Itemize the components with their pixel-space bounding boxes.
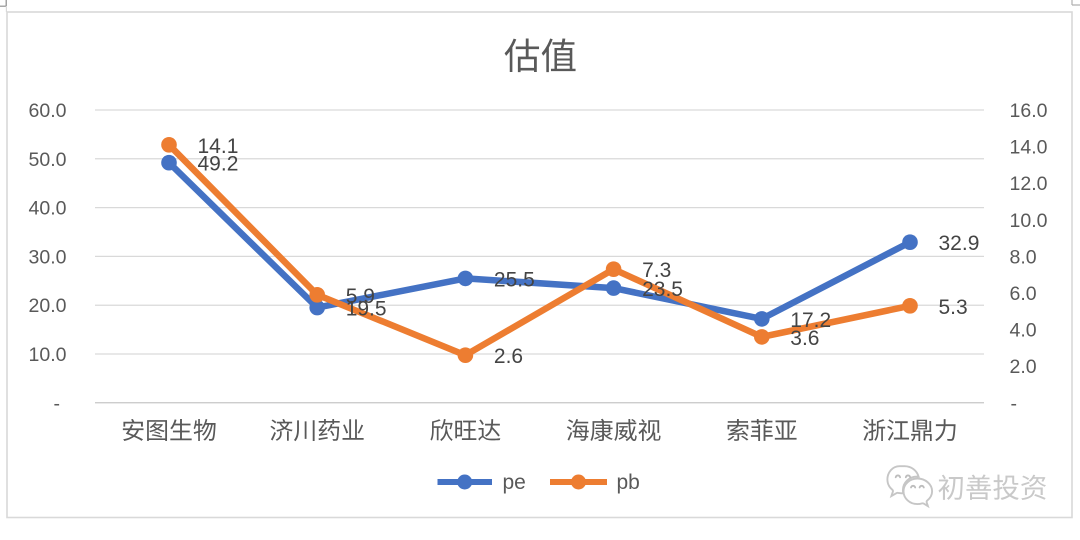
svg-text:2.6: 2.6 [494, 345, 523, 368]
svg-text:pb: pb [617, 471, 640, 494]
svg-text:30.0: 30.0 [29, 246, 67, 268]
svg-text:49.2: 49.2 [198, 153, 239, 176]
svg-text:5.9: 5.9 [346, 285, 375, 308]
svg-text:pe: pe [503, 471, 526, 494]
svg-text:6.0: 6.0 [1010, 283, 1037, 305]
svg-text:-: - [54, 393, 61, 415]
svg-text:50.0: 50.0 [29, 149, 67, 171]
svg-text:25.5: 25.5 [494, 268, 535, 291]
svg-text:20.0: 20.0 [29, 295, 67, 317]
svg-text:7.3: 7.3 [642, 259, 671, 282]
svg-text:5.3: 5.3 [939, 296, 968, 319]
svg-text:40.0: 40.0 [29, 198, 67, 220]
svg-text:16.0: 16.0 [1010, 100, 1048, 122]
svg-text:-: - [1011, 393, 1018, 415]
svg-text:14.1: 14.1 [198, 135, 239, 158]
svg-text:12.0: 12.0 [1010, 173, 1048, 195]
svg-text:4.0: 4.0 [1010, 320, 1037, 342]
svg-text:23.5: 23.5 [642, 278, 683, 301]
svg-text:10.0: 10.0 [29, 344, 67, 366]
svg-text:2.0: 2.0 [1010, 356, 1037, 378]
svg-text:10.0: 10.0 [1010, 210, 1048, 232]
svg-text:60.0: 60.0 [29, 100, 67, 122]
svg-text:3.6: 3.6 [790, 327, 819, 350]
svg-text:14.0: 14.0 [1010, 137, 1048, 159]
svg-text:32.9: 32.9 [939, 232, 980, 255]
svg-text:19.5: 19.5 [346, 298, 387, 321]
svg-text:8.0: 8.0 [1010, 246, 1037, 268]
svg-text:17.2: 17.2 [790, 309, 831, 332]
